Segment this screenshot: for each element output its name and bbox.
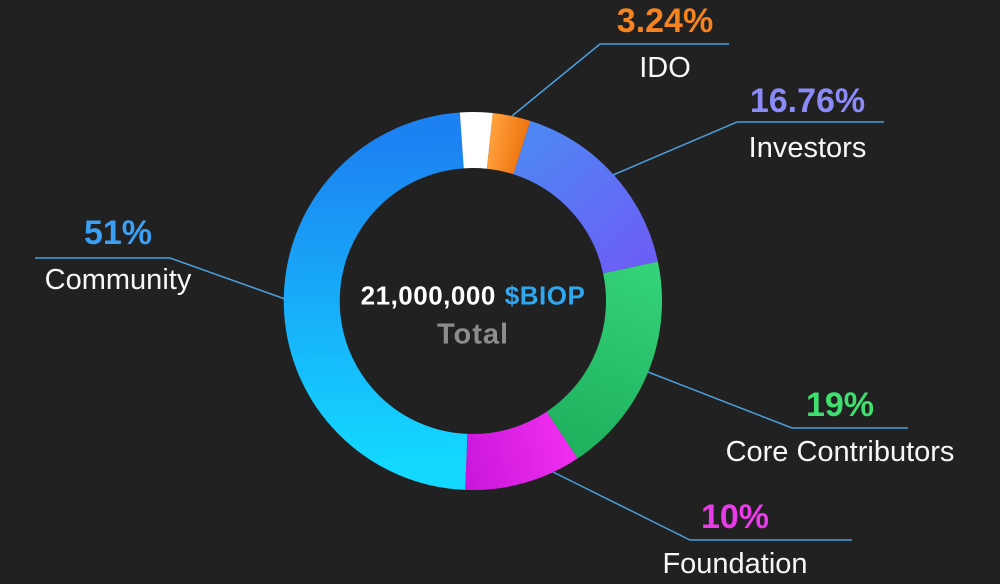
callout-lines <box>35 43 908 541</box>
total-supply-line: 21,000,000 $BIOP <box>313 281 633 312</box>
category-label-investors: Investors <box>748 132 867 164</box>
segment-community <box>283 112 468 490</box>
segment-core-contributors <box>546 261 662 459</box>
callout-line-core <box>647 371 908 429</box>
donut-ring <box>283 112 662 490</box>
percent-label-investors: 16.76% <box>749 82 866 120</box>
callout-ido: 3.24% IDO <box>595 2 735 84</box>
category-label-core-contributors: Core Contributors <box>725 436 955 468</box>
segment-separator <box>459 112 493 169</box>
percent-label-core-contributors: 19% <box>805 386 875 424</box>
category-label-community: Community <box>44 264 192 296</box>
percent-label-ido: 3.24% <box>616 2 714 40</box>
segment-foundation <box>465 411 578 490</box>
callout-core-contributors: 19% Core Contributors <box>700 386 980 468</box>
callout-line-community <box>35 257 286 300</box>
callout-line-investors <box>612 121 884 176</box>
percent-label-foundation: 10% <box>700 498 770 536</box>
total-caption: Total <box>436 318 510 351</box>
category-label-foundation: Foundation <box>662 548 808 580</box>
chart-center-label: 21,000,000 $BIOP Total <box>313 281 633 352</box>
category-label-ido: IDO <box>639 52 691 84</box>
segment-ido <box>486 113 531 175</box>
percent-label-community: 51% <box>83 214 153 252</box>
callout-community: 51% Community <box>28 214 208 296</box>
total-amount: 21,000,000 <box>360 280 496 311</box>
callout-foundation: 10% Foundation <box>640 498 830 580</box>
callout-line-ido <box>511 43 729 117</box>
segment-investors <box>512 120 658 275</box>
token-ticker: $BIOP <box>504 280 586 311</box>
callout-investors: 16.76% Investors <box>725 82 890 164</box>
callout-line-foundation <box>552 471 852 541</box>
